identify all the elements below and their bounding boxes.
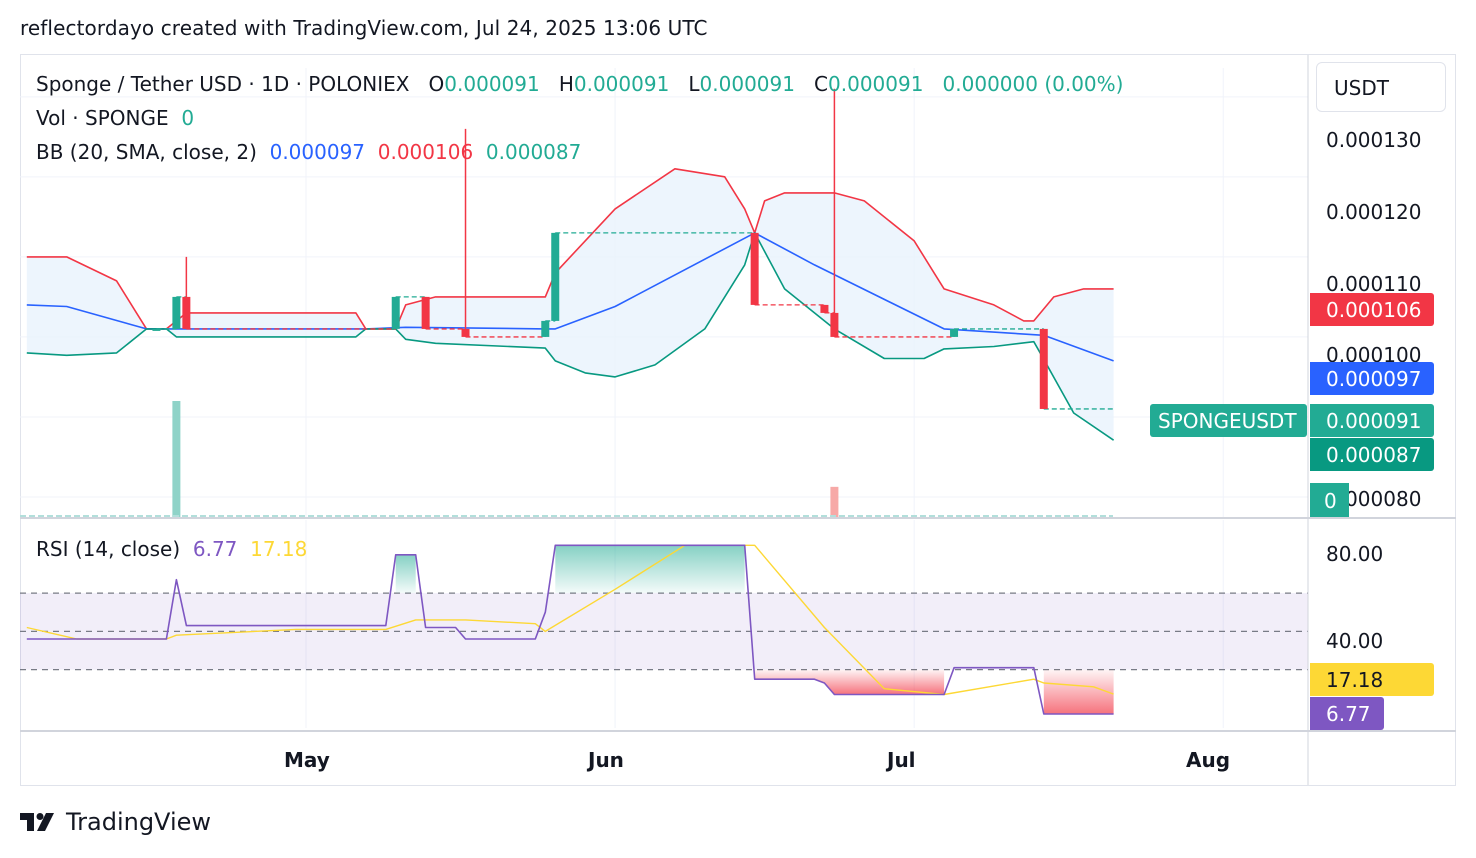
candle-body [1039, 328, 1048, 409]
open-label: O [428, 72, 445, 96]
high-value: 0.000091 [573, 72, 670, 96]
rsi-overbought-fill [555, 545, 745, 594]
volume-value: 0 [181, 106, 195, 130]
bb-basis-tag: 0.000097 [1310, 362, 1434, 395]
rsi-oversold-fill [754, 669, 945, 695]
candle-body [461, 328, 470, 337]
time-label-aug: Aug [1186, 748, 1231, 772]
bb-label: BB (20, SMA, close, 2) [36, 140, 257, 164]
open-value: 0.000091 [444, 72, 540, 96]
price-tick: 0.000110 [1326, 272, 1422, 296]
change-value: 0.000000 (0.00%) [942, 72, 1124, 96]
bb-upper-tag: 0.000106 [1310, 293, 1434, 326]
price-tick: 0.000130 [1326, 128, 1422, 152]
symbol-tag: SPONGEUSDT [1150, 404, 1307, 437]
candle-body [421, 296, 430, 329]
tradingview-logo[interactable]: TradingView [20, 808, 211, 836]
bollinger-upper-line [26, 168, 1114, 330]
rsi-ma-tag: 17.18 [1310, 663, 1434, 696]
rsi-oversold-fill [1043, 669, 1114, 714]
candle-body [172, 296, 181, 329]
high-label: H [558, 72, 574, 96]
candle-body [152, 328, 161, 331]
time-label-jun: Jun [588, 748, 624, 772]
bb-lower-value: 0.000087 [485, 140, 582, 164]
volume-bar [172, 401, 181, 517]
volume-bar [830, 486, 839, 517]
close-value: 0.000091 [828, 72, 924, 96]
tradingview-logo-icon [20, 813, 54, 831]
rsi-pane [20, 544, 1308, 715]
volume-legend: Vol · SPONGE 0 [36, 106, 194, 130]
symbol-title: Sponge / Tether USD · 1D · POLONIEX [36, 72, 410, 96]
bb-legend: BB (20, SMA, close, 2) 0.000097 0.000106… [36, 140, 581, 164]
rsi-tick: 40.00 [1326, 629, 1384, 653]
time-label-jul: Jul [887, 748, 916, 772]
bollinger-band-fill [26, 168, 1114, 441]
volume-bars [20, 401, 1113, 517]
currency-unit-button[interactable]: USDT [1316, 62, 1446, 112]
time-label-may: May [284, 748, 330, 772]
rsi-value-tag: 6.77 [1310, 697, 1384, 730]
tradingview-brand: TradingView [66, 808, 212, 836]
rsi-overbought-fill [395, 554, 416, 594]
rsi-line [26, 544, 1114, 715]
candle-body [182, 296, 191, 329]
price-tick: 0.000120 [1326, 200, 1422, 224]
last-price-tag: 0.000091 [1310, 404, 1434, 437]
bollinger-lines [26, 168, 1115, 441]
candle-body [391, 296, 400, 329]
close-label: C [814, 72, 829, 96]
bb-upper-value: 0.000106 [377, 140, 474, 164]
candle-body [750, 232, 759, 305]
candle-body [830, 312, 839, 337]
axes [20, 55, 1456, 785]
bb-lower-tag: 0.000087 [1310, 438, 1434, 471]
bb-basis-value: 0.000097 [269, 140, 366, 164]
rsi-ma-value: 17.18 [250, 537, 308, 561]
volume-tag: 0 [1310, 483, 1349, 517]
candles [152, 88, 1114, 410]
candle-body [820, 304, 829, 313]
candle-body [541, 320, 550, 337]
rsi-tick: 80.00 [1326, 542, 1384, 566]
rsi-ma-line [26, 544, 1114, 696]
rsi-label: RSI (14, close) [36, 537, 181, 561]
volume-label: Vol · SPONGE [36, 106, 169, 130]
rsi-legend: RSI (14, close) 6.77 17.18 [36, 537, 307, 561]
bollinger-fill [26, 168, 1114, 441]
low-value: 0.000091 [699, 72, 795, 96]
candle-body [950, 328, 959, 337]
symbol-legend: Sponge / Tether USD · 1D · POLONIEX O0.0… [36, 72, 1123, 96]
chart-frame [20, 54, 1456, 786]
rsi-value: 6.77 [192, 537, 238, 561]
low-label: L [688, 72, 700, 96]
candle-body [551, 232, 560, 321]
chart-header: reflectordayo created with TradingView.c… [20, 16, 708, 40]
bollinger-lower-line [26, 232, 1115, 441]
